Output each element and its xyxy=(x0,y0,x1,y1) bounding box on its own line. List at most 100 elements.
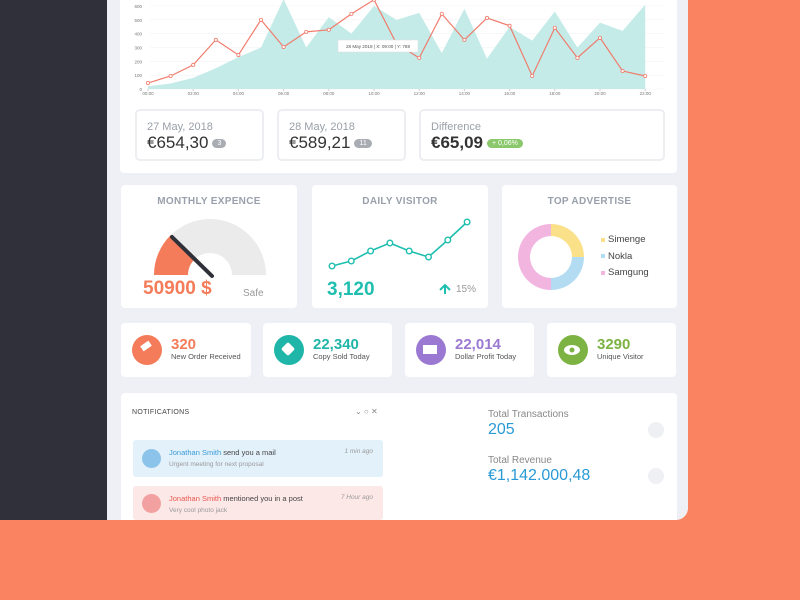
time: 1 min ago xyxy=(344,448,373,455)
stat-date: 27 May, 2018 xyxy=(147,121,213,133)
kpi-label: New Order Received xyxy=(171,352,241,361)
notification-text: Jonathan Smith send you a mail xyxy=(169,448,276,457)
sparkline-point xyxy=(328,262,336,270)
stat-box: 27 May, 2018 €654,30 3 xyxy=(135,109,264,161)
x-tick-label: 14:00 xyxy=(459,91,471,96)
point xyxy=(236,52,241,57)
point xyxy=(643,73,648,78)
donut-segment xyxy=(518,224,551,290)
kpi-label: Copy Sold Today xyxy=(313,352,370,361)
x-tick-label: 10:00 xyxy=(368,91,380,96)
donut-segment xyxy=(551,224,584,257)
y-tick-label: 600 xyxy=(134,4,142,9)
total-label: Total Transactions xyxy=(488,409,569,420)
action: mentioned you in a post xyxy=(223,494,303,503)
kpi-value: 3290 xyxy=(597,336,631,353)
legend-item: Samgung xyxy=(608,267,649,278)
notification[interactable]: Jonathan Smith send you a mail 1 min ago… xyxy=(133,440,383,477)
point xyxy=(462,37,467,42)
amount: €65,09 xyxy=(431,133,483,152)
badge: 3 xyxy=(212,139,227,149)
point xyxy=(575,55,580,60)
badge: 11 xyxy=(354,139,372,149)
notification[interactable]: Jonathan Smith mentioned you in a post 7… xyxy=(133,486,383,520)
stat-box: 28 May, 2018 €589,21 11 xyxy=(277,109,406,161)
card-title: DAILY VISITOR xyxy=(362,196,438,207)
point xyxy=(372,0,376,2)
sparkline-point xyxy=(463,218,471,226)
x-tick-label: 00:00 xyxy=(142,91,154,96)
point xyxy=(530,73,535,78)
point xyxy=(349,11,354,16)
sparkline-point xyxy=(405,247,413,255)
difference-amount: €65,09 + 0,06% xyxy=(431,133,523,153)
kpi-label: Unique Visitor xyxy=(597,352,644,361)
y-tick-label: 200 xyxy=(134,59,142,64)
point xyxy=(304,29,309,34)
card-title: MONTHLY EXPENCE xyxy=(157,196,261,207)
x-tick-label: 02:00 xyxy=(188,91,200,96)
y-tick-label: 0 xyxy=(139,87,142,92)
sparkline-point xyxy=(444,236,452,244)
gavel xyxy=(140,340,152,352)
point xyxy=(439,11,444,16)
window-controls[interactable]: ⌄ ○ ✕ xyxy=(355,407,378,416)
mail-icon xyxy=(142,449,161,468)
legend-item: Nokla xyxy=(608,251,633,262)
total-icon[interactable] xyxy=(648,468,664,484)
point xyxy=(507,23,512,28)
point xyxy=(145,81,150,86)
legend-swatch xyxy=(601,254,605,258)
legend-swatch xyxy=(601,271,605,275)
total-label: Total Revenue xyxy=(488,455,552,466)
sparkline-point xyxy=(386,239,394,247)
up-arrow xyxy=(439,283,451,294)
card-title: TOP ADVERTISE xyxy=(547,196,632,207)
point xyxy=(552,25,557,30)
point xyxy=(417,55,422,60)
difference-box: Difference €65,09 + 0,06% xyxy=(419,109,665,161)
total-icon[interactable] xyxy=(648,422,664,438)
notifications-title: NOTIFICATIONS xyxy=(132,409,190,416)
stat-date: 28 May, 2018 xyxy=(289,121,355,133)
sparkline-point xyxy=(367,247,375,255)
y-tick-label: 300 xyxy=(134,46,142,51)
detail: Urgent meeting for next proposal xyxy=(169,461,264,468)
detail: Very cool photo jack xyxy=(169,507,228,514)
kpi-icon xyxy=(132,335,162,365)
point xyxy=(258,17,263,22)
donut-segment xyxy=(551,257,584,290)
x-tick-label: 04:00 xyxy=(233,91,245,96)
kpi-value: 22,340 xyxy=(313,336,359,353)
sparkline xyxy=(331,221,468,267)
x-tick-label: 22:00 xyxy=(640,91,652,96)
sparkline-point xyxy=(347,257,355,265)
badge: + 0,06% xyxy=(487,139,523,149)
point xyxy=(598,35,603,40)
point xyxy=(484,15,489,20)
kpi-value: 22,014 xyxy=(455,336,501,353)
time: 7 Hour ago xyxy=(340,494,373,501)
tag xyxy=(281,342,295,356)
kpi-card: 3290 Unique Visitor xyxy=(547,323,676,377)
tooltip-box xyxy=(337,39,419,53)
y-tick-label: 100 xyxy=(134,73,142,78)
point xyxy=(326,27,331,32)
user-name: Jonathan Smith xyxy=(169,448,222,457)
stat-amount: €654,30 3 xyxy=(147,133,227,153)
gauge-fill xyxy=(154,234,195,275)
amount: €589,21 xyxy=(289,133,351,152)
kpi-value: 320 xyxy=(171,336,197,353)
point xyxy=(213,37,218,42)
sidebar xyxy=(0,0,107,520)
action: send you a mail xyxy=(223,448,276,457)
difference-label: Difference xyxy=(431,121,481,133)
kpi-glyphs xyxy=(140,340,580,356)
total-value: €1,142.000,48 xyxy=(488,467,591,484)
point xyxy=(191,62,196,67)
stat-amount: €589,21 11 xyxy=(289,133,372,153)
legend-item: Simenge xyxy=(608,234,646,245)
kpi-label: Dollar Profit Today xyxy=(455,352,517,361)
x-tick-label: 08:00 xyxy=(323,91,335,96)
